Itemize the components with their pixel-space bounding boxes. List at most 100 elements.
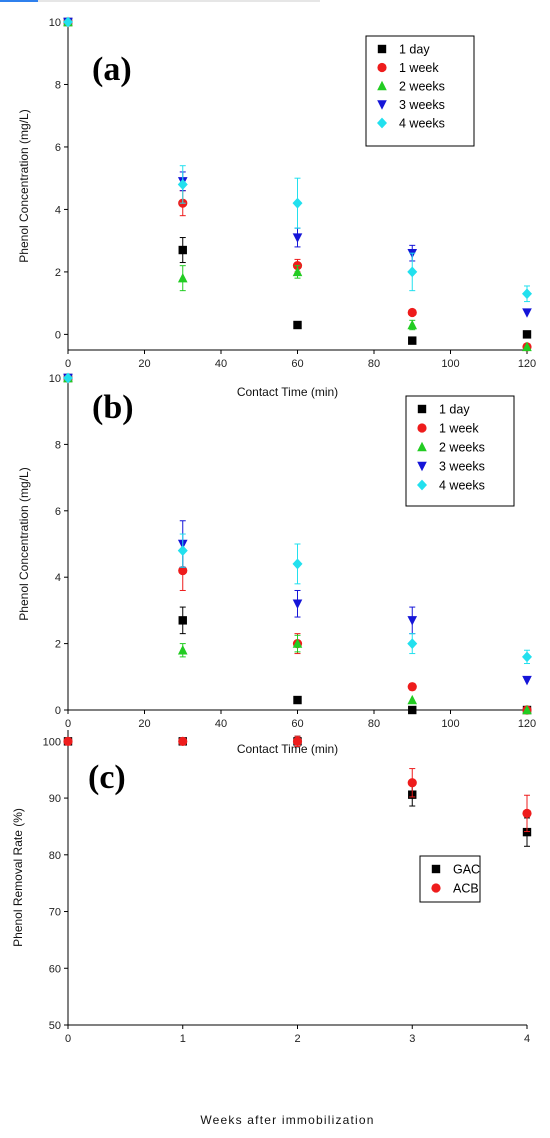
panel-a-data-point	[522, 288, 532, 300]
panel-a-data-point	[292, 266, 303, 277]
panel-c-data-point	[292, 736, 303, 746]
panel-a-x-tick-label: 40	[215, 358, 227, 370]
panel-b-legend-marker	[417, 461, 427, 472]
panel-b-y-tick-label: 2	[55, 639, 61, 651]
panel-a-data-point	[407, 266, 418, 278]
panel-a-data-point	[63, 16, 73, 28]
panel-b-series-2-weeks	[63, 372, 532, 715]
panel-c-x-axis-title: Weeks after immobilization	[200, 1113, 374, 1127]
panel-a-y-tick-label: 6	[55, 142, 61, 154]
panel-b-legend-label: 1 day	[439, 403, 470, 417]
panel-b-legend-marker	[417, 423, 427, 433]
panel-b-x-tick-label: 80	[368, 718, 380, 730]
panel-b-x-axis-title: Contact Time (min)	[237, 742, 338, 756]
panel-a-x-tick-label: 20	[138, 358, 150, 370]
panel-a-y-tick-label: 2	[55, 267, 61, 279]
panel-b-x-tick-label: 100	[441, 718, 459, 730]
panel-c-legend-marker	[431, 864, 441, 874]
panel-b-data-point	[178, 565, 188, 576]
panel-b-legend-label: 1 week	[439, 422, 479, 436]
panel-b-data-point	[407, 694, 418, 705]
panel-b-x-tick-label: 60	[291, 718, 303, 730]
panel-a-tag: (a)	[92, 51, 132, 88]
panel-a-data-point	[522, 308, 532, 318]
panel-b-legend-marker	[417, 404, 427, 414]
panel-a-legend-marker	[377, 100, 387, 110]
panel-a: (a) Contact Time (min) Phenol Concentrat…	[17, 16, 536, 399]
panel-a-data-point	[177, 179, 188, 190]
panel-a-data-point	[178, 245, 187, 255]
panel-c-data-point	[522, 827, 532, 837]
panel-a-y-tick-label: 10	[49, 17, 61, 29]
panel-b-data-point	[63, 372, 73, 384]
panel-b-x-tick-label: 0	[65, 718, 71, 730]
panel-b-x-tick-label: 20	[138, 718, 150, 730]
panel-b-y-tick-label: 0	[55, 705, 61, 717]
panel-c-x-tick-label: 2	[294, 1033, 300, 1045]
panel-c-y-tick-label: 90	[49, 793, 61, 805]
panel-c: (c) Weeks after immobilization Phenol Re…	[11, 730, 532, 1127]
panel-c-x-tick-label: 0	[65, 1033, 71, 1045]
panel-b-data-point	[293, 695, 302, 705]
panel-b-legend-label: 3 weeks	[439, 460, 485, 474]
panel-b-data-point	[177, 545, 188, 557]
panel-b-data-point	[522, 651, 532, 663]
panel-b-x-tick-label: 40	[215, 718, 227, 730]
panel-c-y-tick-label: 80	[49, 850, 61, 862]
panel-a-data-point	[292, 197, 303, 209]
panel-a-data-point	[292, 233, 303, 243]
panel-c-series-ACB	[63, 735, 532, 833]
panel-b-legend-label: 4 weeks	[439, 479, 485, 493]
panel-a-series-4-weeks	[63, 16, 532, 303]
panel-a-x-tick-label: 80	[368, 358, 380, 370]
panel-b-data-point	[408, 705, 417, 715]
panel-b-y-tick-label: 10	[49, 373, 61, 385]
panel-a-data-point	[407, 307, 417, 318]
panel-b-data-point	[522, 704, 532, 715]
panel-b-y-axis-title: Phenol Concentration (mg/L)	[17, 467, 31, 620]
panel-b-data-point	[407, 638, 418, 649]
panel-b-y-tick-label: 4	[55, 572, 61, 584]
panel-a-data-point	[522, 330, 532, 339]
panel-a-legend-marker	[377, 44, 387, 54]
panel-a-legend-label: 2 weeks	[399, 80, 445, 94]
panel-a-x-tick-label: 60	[291, 358, 303, 370]
panel-a-legend-label: 1 day	[399, 43, 430, 57]
panel-c-legend-label: ACB	[453, 882, 479, 896]
panel-a-data-point	[408, 336, 417, 345]
panel-b-legend-label: 2 weeks	[439, 441, 485, 455]
panel-a-data-point	[407, 319, 418, 330]
panel-a-y-tick-label: 4	[55, 204, 61, 216]
panel-c-data-point	[63, 736, 73, 746]
panel-b-x-tick-label: 120	[518, 718, 536, 730]
panel-a-data-point	[177, 272, 188, 283]
panel-c-x-tick-label: 3	[409, 1033, 415, 1045]
panel-b-data-point	[292, 558, 303, 570]
panel-a-y-axis-title: Phenol Concentration (mg/L)	[17, 109, 31, 262]
panel-c-legend-marker	[431, 883, 441, 893]
panel-b-data-point	[292, 638, 303, 648]
panel-a-legend-label: 3 weeks	[399, 98, 445, 112]
panel-c-legend-box	[419, 855, 481, 903]
panel-a-x-tick-label: 120	[518, 358, 536, 370]
panel-c-y-tick-label: 100	[43, 736, 61, 748]
panel-c-data-point	[522, 808, 532, 818]
panel-a-legend-label: 4 weeks	[399, 117, 445, 131]
panel-c-tag: (c)	[88, 759, 126, 796]
panel-a-y-tick-label: 0	[55, 329, 61, 341]
panel-c-y-tick-label: 50	[49, 1020, 61, 1032]
panel-b-data-point	[292, 599, 303, 609]
panel-a-legend-marker	[377, 80, 387, 91]
panel-a-legend-box	[365, 35, 475, 147]
panel-a-y-tick-label: 8	[55, 79, 61, 91]
panel-a-legend-marker	[377, 62, 387, 73]
panel-b-series-4-weeks	[63, 372, 532, 665]
panel-c-data-point	[407, 778, 417, 788]
panel-a-legend-marker	[377, 117, 387, 129]
panel-a-x-tick-label: 0	[65, 358, 71, 370]
panel-a-x-axis-title: Contact Time (min)	[237, 385, 338, 399]
panel-c-y-axis-title: Phenol Removal Rate (%)	[11, 808, 25, 947]
panel-a-x-tick-label: 100	[441, 358, 459, 370]
panel-a-data-point	[522, 341, 532, 352]
panel-c-y-tick-label: 60	[49, 963, 61, 975]
